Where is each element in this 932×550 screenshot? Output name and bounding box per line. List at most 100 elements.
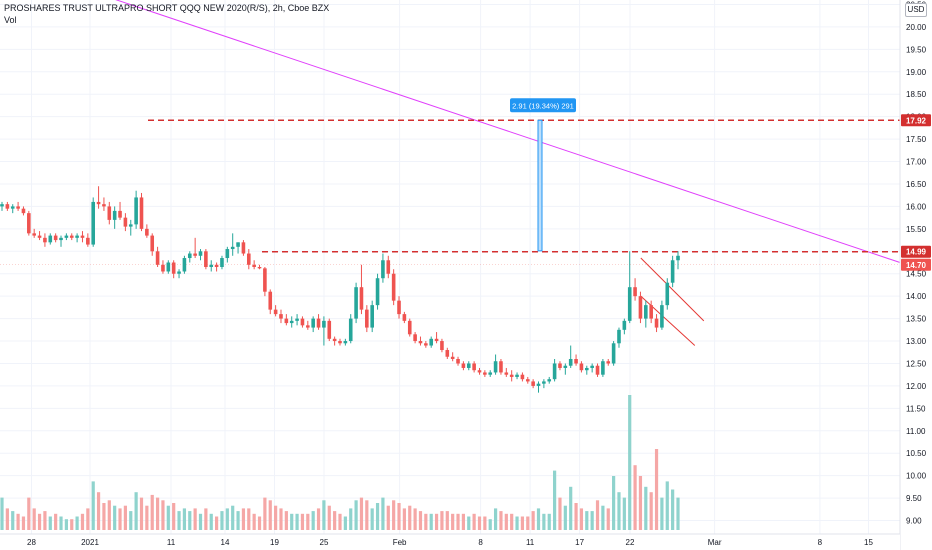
volume-bar bbox=[553, 470, 557, 530]
candle-body bbox=[230, 246, 235, 250]
candle-body bbox=[622, 320, 627, 330]
price-axis[interactable] bbox=[900, 0, 932, 550]
price-tag-current: 14.70 bbox=[906, 261, 927, 270]
volume-bar bbox=[247, 508, 251, 530]
candle-body bbox=[520, 374, 525, 380]
volume-bar bbox=[252, 513, 256, 530]
x-tick-label: 8 bbox=[478, 538, 483, 547]
candle-body bbox=[257, 267, 262, 269]
volume-bar bbox=[569, 486, 573, 530]
volume-bar bbox=[488, 519, 492, 530]
volume-bar bbox=[671, 489, 675, 530]
volume-bar bbox=[649, 492, 653, 530]
candle-body bbox=[397, 300, 401, 315]
y-tick-label: 19.00 bbox=[906, 68, 927, 77]
price-axis-ticks: 9.00 9.50 10.00 10.50 11.00 11.50 12.00 12.50 13… bbox=[906, 0, 927, 525]
volume-bar bbox=[418, 511, 423, 530]
candle-body bbox=[150, 235, 155, 252]
candle-body bbox=[10, 206, 15, 209]
candle-body bbox=[601, 361, 605, 375]
volume-bar bbox=[279, 508, 283, 530]
volume-bar bbox=[220, 511, 224, 530]
volume-bar bbox=[349, 508, 353, 530]
candle-body bbox=[171, 262, 176, 274]
volume-bar bbox=[633, 465, 637, 530]
volume-bar bbox=[0, 497, 4, 530]
time-axis[interactable] bbox=[0, 534, 900, 550]
volume-bar bbox=[493, 508, 498, 530]
volume-bar bbox=[225, 508, 229, 530]
volume-bar bbox=[429, 513, 433, 530]
candle-body bbox=[123, 217, 128, 227]
volume-bar bbox=[499, 511, 503, 530]
candle-body bbox=[418, 341, 423, 344]
channel-line bbox=[640, 257, 705, 322]
candle-body bbox=[32, 233, 36, 236]
candle-body bbox=[289, 320, 294, 324]
candle-body bbox=[204, 251, 208, 267]
volume-bar bbox=[11, 511, 15, 530]
y-tick-label: 13.50 bbox=[906, 315, 927, 324]
volume-bar bbox=[204, 508, 208, 530]
candle-body bbox=[252, 264, 256, 267]
volume-bar bbox=[311, 511, 315, 530]
y-tick-label: 15.50 bbox=[906, 225, 927, 234]
volume-bar bbox=[440, 511, 444, 530]
volume-bar bbox=[70, 519, 74, 530]
candle-body bbox=[246, 253, 251, 265]
candle-body bbox=[434, 338, 439, 342]
candle-body bbox=[102, 204, 106, 207]
candle-body bbox=[488, 372, 493, 375]
volume-bar bbox=[451, 513, 455, 530]
volume-bar bbox=[392, 500, 396, 530]
volume-bar bbox=[333, 511, 337, 530]
y-tick-label: 9.00 bbox=[906, 517, 922, 526]
volume-bar bbox=[354, 500, 358, 530]
volume-bar bbox=[558, 497, 562, 530]
candle-body bbox=[477, 370, 482, 373]
volume-bar bbox=[134, 492, 138, 530]
volume-bar bbox=[123, 505, 127, 530]
volume-bar bbox=[21, 516, 26, 530]
measure-label-bg bbox=[510, 98, 576, 113]
candle-body bbox=[96, 201, 101, 205]
candle-body bbox=[182, 258, 187, 272]
x-tick-label: 17 bbox=[575, 538, 584, 547]
candle-body bbox=[236, 242, 240, 247]
volume-bar bbox=[434, 513, 439, 530]
candle-body bbox=[542, 381, 546, 384]
volume-bar bbox=[96, 492, 101, 530]
volume-bar bbox=[638, 476, 643, 530]
drawing-lines[interactable]: 2.91 (19.34%) 291 bbox=[0, 0, 901, 346]
candle-body bbox=[515, 374, 519, 377]
time-axis-ticks: 28 2021 11 14 19 25 Feb 8 11 17 22 Mar 8 15 bbox=[27, 538, 873, 547]
candle-body bbox=[386, 260, 391, 274]
currency-button[interactable]: USD bbox=[905, 3, 927, 17]
candle-body bbox=[649, 305, 653, 319]
channel-line bbox=[640, 295, 696, 346]
candle-body bbox=[43, 237, 47, 243]
candle-body bbox=[381, 260, 385, 279]
volume-bar bbox=[601, 505, 605, 530]
x-tick-label: 11 bbox=[526, 538, 535, 547]
x-tick-label: Mar bbox=[708, 538, 722, 547]
candle-body bbox=[273, 309, 278, 315]
volume-bar bbox=[343, 516, 347, 530]
candle-body bbox=[348, 318, 353, 342]
volume-bar bbox=[236, 511, 240, 530]
candle-body bbox=[402, 314, 407, 321]
volume-bar bbox=[424, 513, 428, 530]
volume-bar bbox=[198, 513, 203, 530]
y-tick-label: 14.00 bbox=[906, 292, 927, 301]
candle-body bbox=[445, 350, 450, 357]
x-tick-label: 25 bbox=[320, 538, 329, 547]
candle-body bbox=[343, 341, 348, 344]
volume-bar bbox=[595, 500, 600, 530]
volume-bar bbox=[27, 497, 31, 530]
volume-bar bbox=[172, 503, 176, 530]
measure-range bbox=[537, 119, 543, 252]
volume-bar bbox=[504, 513, 508, 530]
volume-bar bbox=[177, 511, 181, 530]
